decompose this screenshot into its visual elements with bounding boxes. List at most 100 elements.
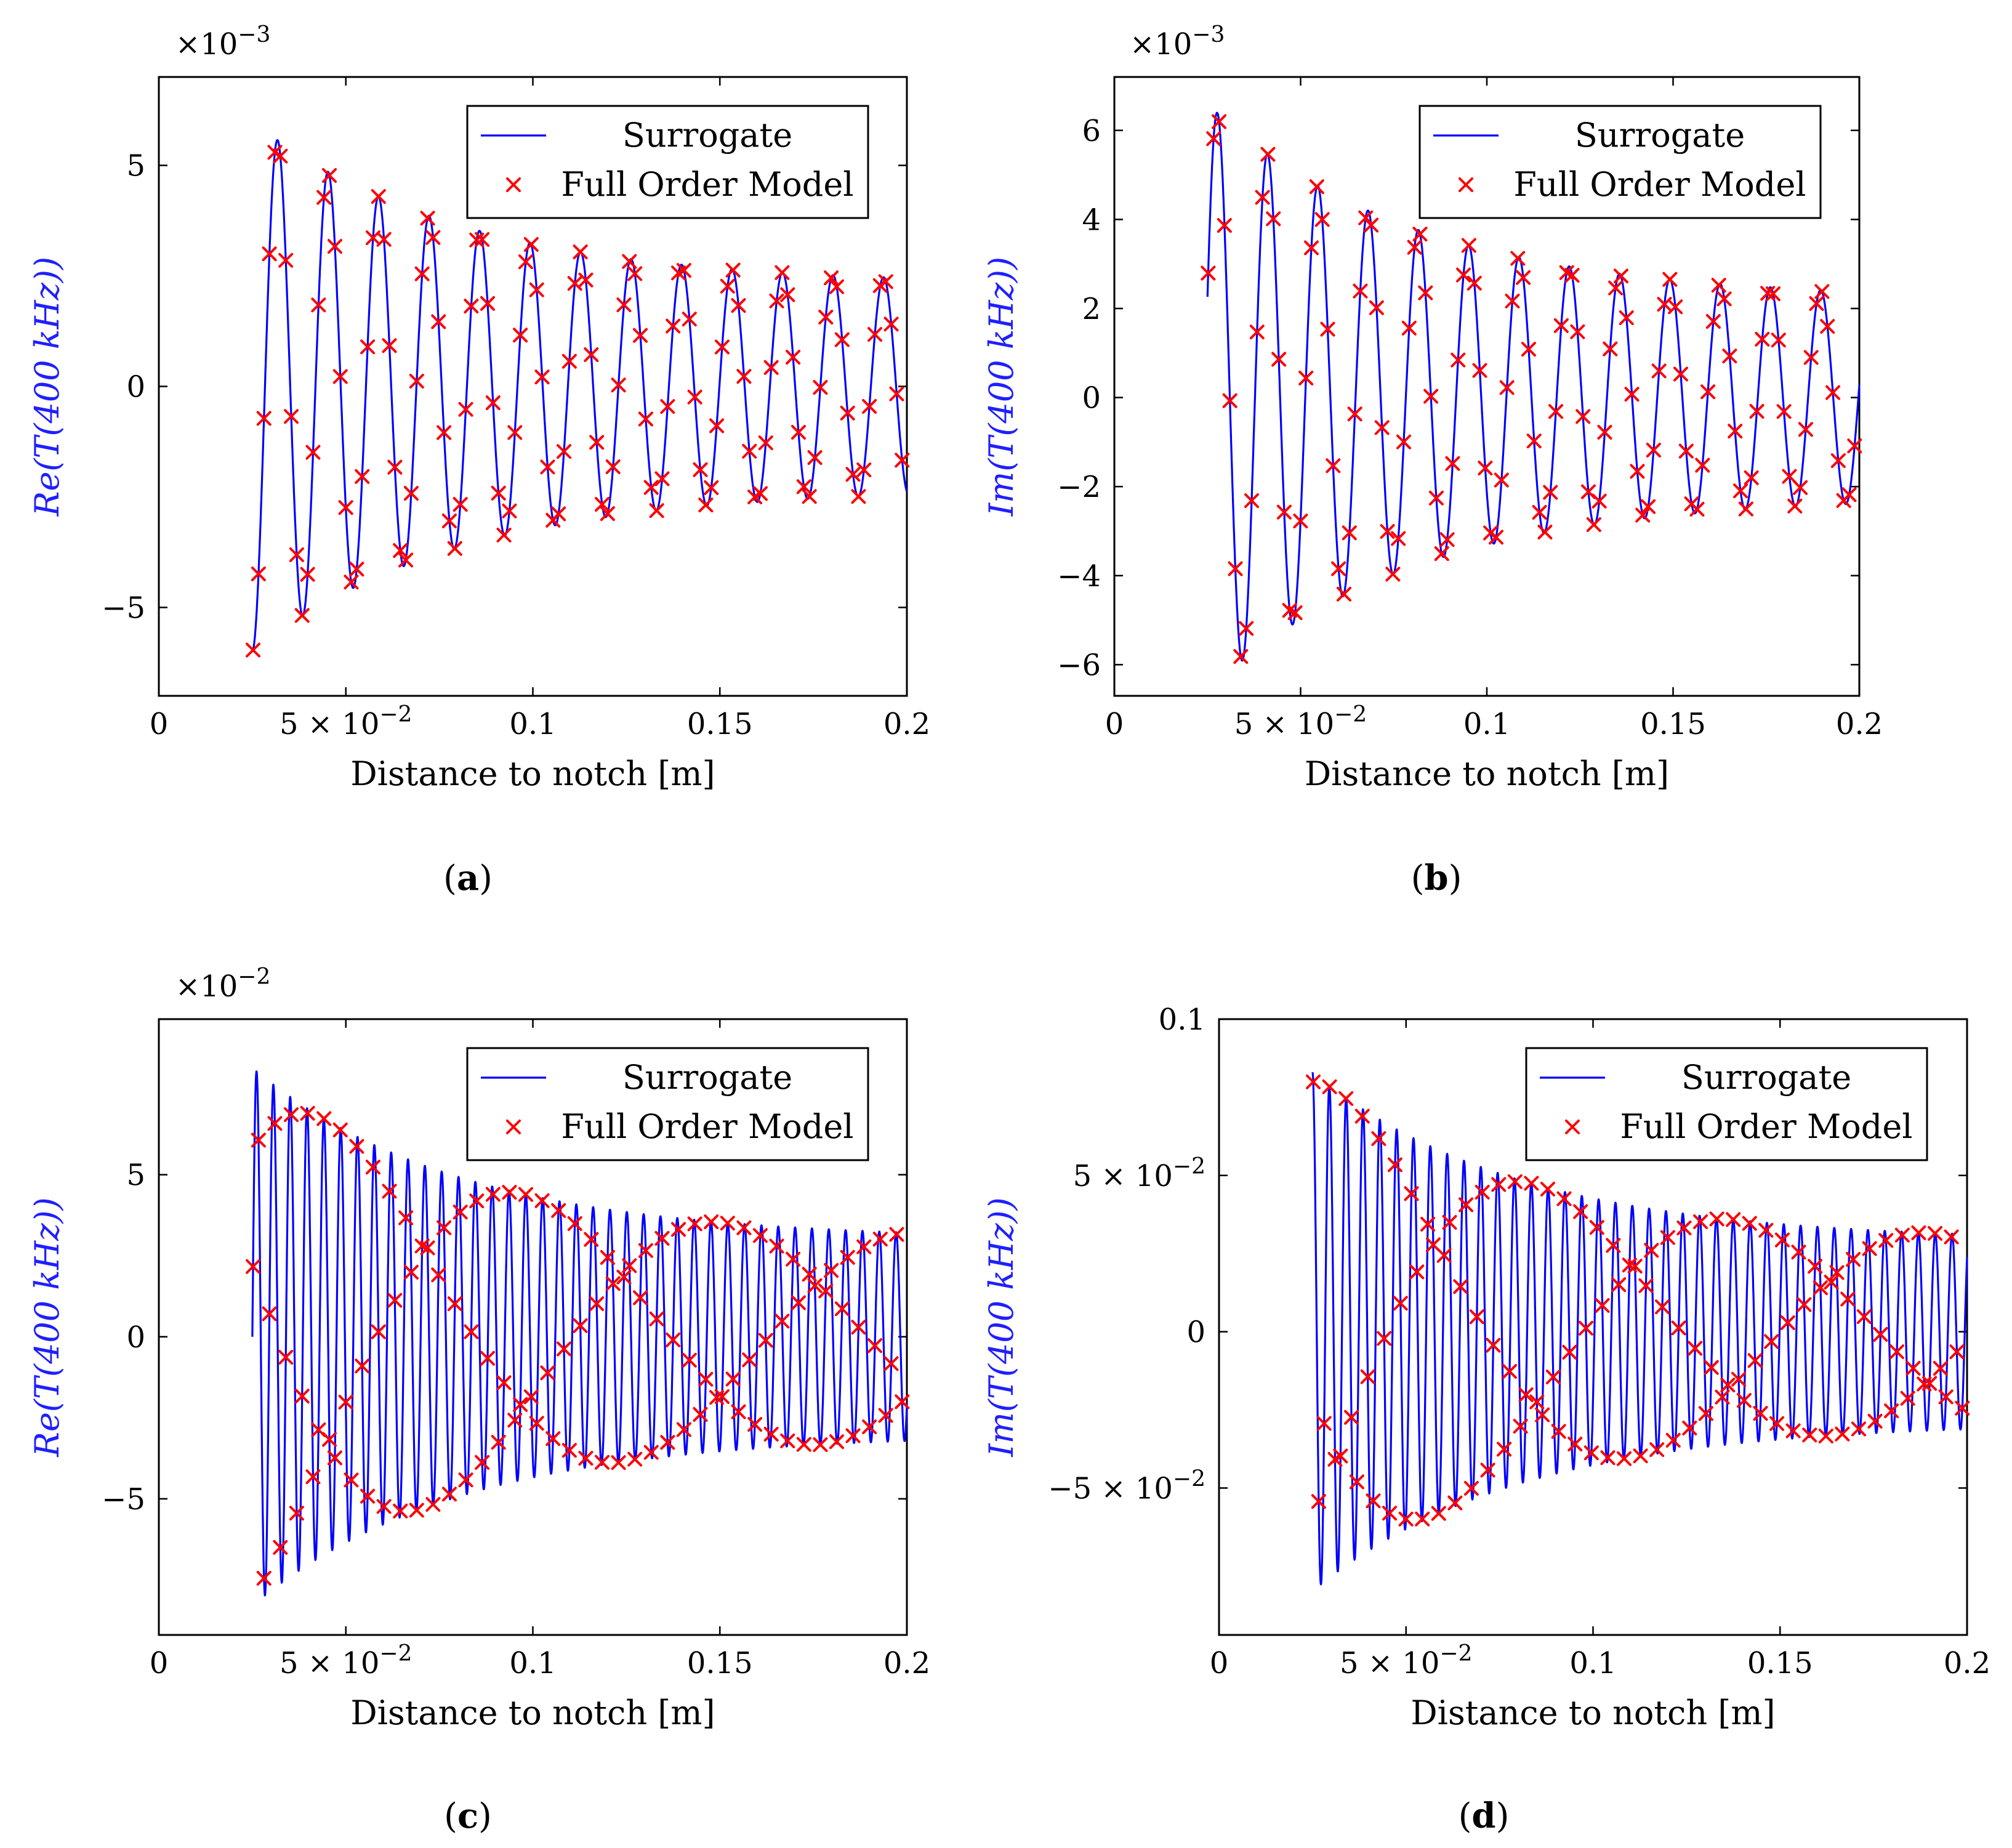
fom-marker: [1597, 424, 1612, 440]
fom-marker: [1698, 1406, 1713, 1421]
fom-marker: [557, 1341, 572, 1357]
fom-marker: [251, 566, 266, 581]
fom-marker: [725, 1371, 741, 1387]
fom-marker: [1463, 1480, 1479, 1496]
fom-marker: [1755, 331, 1770, 347]
fom-marker: [1322, 1079, 1337, 1094]
fom-marker: [1922, 1376, 1938, 1391]
fom-marker: [622, 254, 637, 269]
fom-marker: [1911, 1225, 1926, 1240]
fom-markers: [1306, 1074, 1970, 1527]
legend-marker-swatch: [506, 1120, 521, 1134]
fom-marker: [1641, 499, 1656, 514]
fom-marker: [349, 1139, 364, 1154]
fom-marker: [1673, 366, 1688, 382]
fom-marker: [420, 1240, 435, 1256]
x-tick-label: 5 × 10−2: [1340, 1641, 1472, 1681]
fom-marker: [1540, 1181, 1555, 1196]
fom-marker: [1401, 320, 1417, 336]
fom-marker: [502, 1185, 517, 1200]
fom-marker: [883, 317, 899, 332]
fom-marker: [693, 462, 708, 477]
fom-marker: [1731, 1371, 1747, 1387]
fom-marker: [676, 263, 691, 278]
fom-marker: [437, 425, 452, 440]
x-tick-label: 0.15: [687, 1646, 753, 1681]
legend: Surrogate Full Order Model: [466, 1047, 869, 1161]
fom-marker: [1562, 1344, 1577, 1360]
fom-marker: [491, 485, 506, 501]
fom-marker: [654, 1230, 670, 1246]
fom-marker: [1769, 1416, 1785, 1431]
fom-marker: [1700, 384, 1716, 400]
fom-marker: [1529, 1394, 1545, 1410]
fom-marker: [1662, 272, 1678, 287]
fom-marker: [1439, 532, 1455, 547]
fom-marker: [1742, 1216, 1757, 1231]
fom-marker: [1736, 1393, 1752, 1408]
fom-marker: [693, 1406, 708, 1422]
fom-marker: [1428, 490, 1444, 506]
fom-marker: [736, 1220, 752, 1235]
x-axis-label: Distance to notch [m]: [350, 1693, 715, 1732]
fom-marker: [294, 1389, 310, 1404]
fom-marker: [796, 1437, 811, 1452]
fom-marker: [262, 1306, 277, 1321]
fom-marker: [420, 211, 435, 226]
fom-marker: [1364, 217, 1379, 233]
fom-marker: [883, 1356, 899, 1371]
fom-marker: [845, 467, 861, 482]
y-multiplier-label: ×10−3: [1130, 22, 1225, 62]
fom-marker: [1649, 1442, 1665, 1458]
fom-marker: [355, 469, 370, 484]
fom-marker: [458, 1472, 473, 1488]
fom-marker: [1638, 1278, 1654, 1293]
fom-marker: [513, 328, 528, 343]
fom-marker: [1575, 409, 1591, 424]
fom-marker: [867, 326, 882, 342]
fom-marker: [1316, 1416, 1332, 1431]
x-tick-label: 0: [150, 1646, 169, 1681]
fom-marker: [360, 339, 376, 355]
fom-marker: [1244, 493, 1259, 508]
fom-marker: [1583, 1445, 1599, 1461]
fom-marker: [1771, 333, 1786, 348]
fom-marker: [775, 265, 790, 280]
x-tick-label: 0.2: [883, 707, 930, 741]
fom-marker: [1578, 1320, 1593, 1336]
fom-marker: [1233, 649, 1249, 664]
fom-marker: [736, 369, 752, 384]
fom-marker: [1803, 350, 1819, 365]
fom-marker: [1507, 1174, 1523, 1189]
fom-marker: [1802, 1427, 1817, 1443]
fom-marker: [1785, 1423, 1801, 1438]
y-tick-label: 5 × 10−2: [1073, 1154, 1205, 1193]
fom-marker: [551, 1203, 566, 1218]
fom-marker: [1510, 251, 1526, 266]
fom-marker: [485, 395, 501, 411]
fom-marker: [338, 1394, 353, 1410]
y-tick-label: −2: [1057, 470, 1101, 504]
fom-marker: [1377, 1331, 1392, 1346]
fom-marker: [682, 1352, 697, 1368]
fom-marker: [611, 377, 626, 393]
fom-marker: [643, 1445, 659, 1460]
fom-marker: [1469, 1309, 1484, 1325]
fom-marker: [557, 444, 572, 459]
fom-marker: [1851, 1421, 1866, 1437]
surrogate-curve: [1206, 111, 1861, 662]
x-tick-label: 0: [1105, 707, 1124, 741]
fom-marker: [1467, 275, 1482, 291]
fom-marker: [1933, 1361, 1948, 1376]
legend: Surrogate Full Order Model: [1418, 105, 1822, 219]
fom-marker: [1705, 313, 1721, 329]
fom-marker: [813, 1437, 828, 1452]
fom-marker: [682, 312, 697, 327]
fom-marker: [742, 1352, 757, 1368]
fom-marker: [1461, 238, 1476, 253]
fom-marker: [1846, 1252, 1861, 1267]
fom-marker: [1774, 1232, 1790, 1248]
fom-marker: [246, 1259, 261, 1274]
fom-marker: [1716, 291, 1732, 307]
x-tick-label: 0: [150, 707, 169, 741]
